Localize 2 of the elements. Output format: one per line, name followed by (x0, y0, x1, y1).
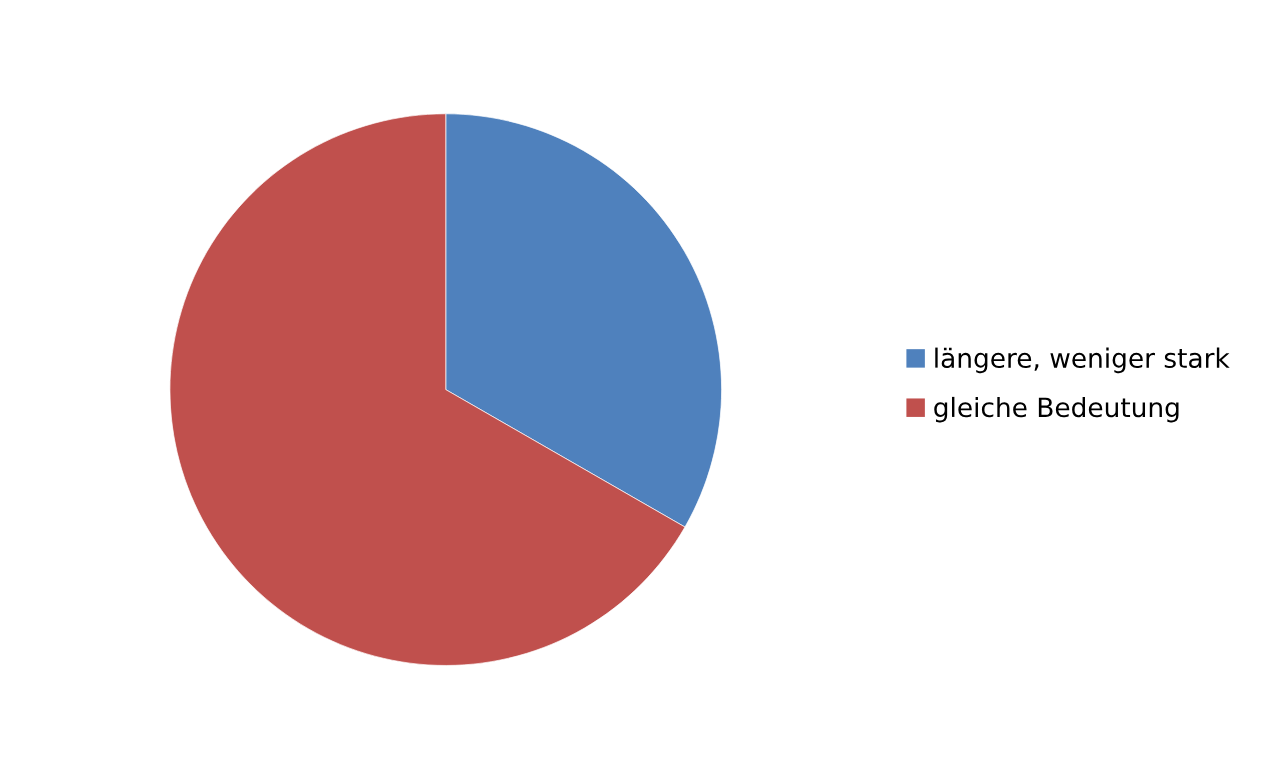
legend-label: längere, weniger stark (935, 347, 1230, 374)
legend-label: gleiche Bedeutung (934, 396, 1179, 423)
